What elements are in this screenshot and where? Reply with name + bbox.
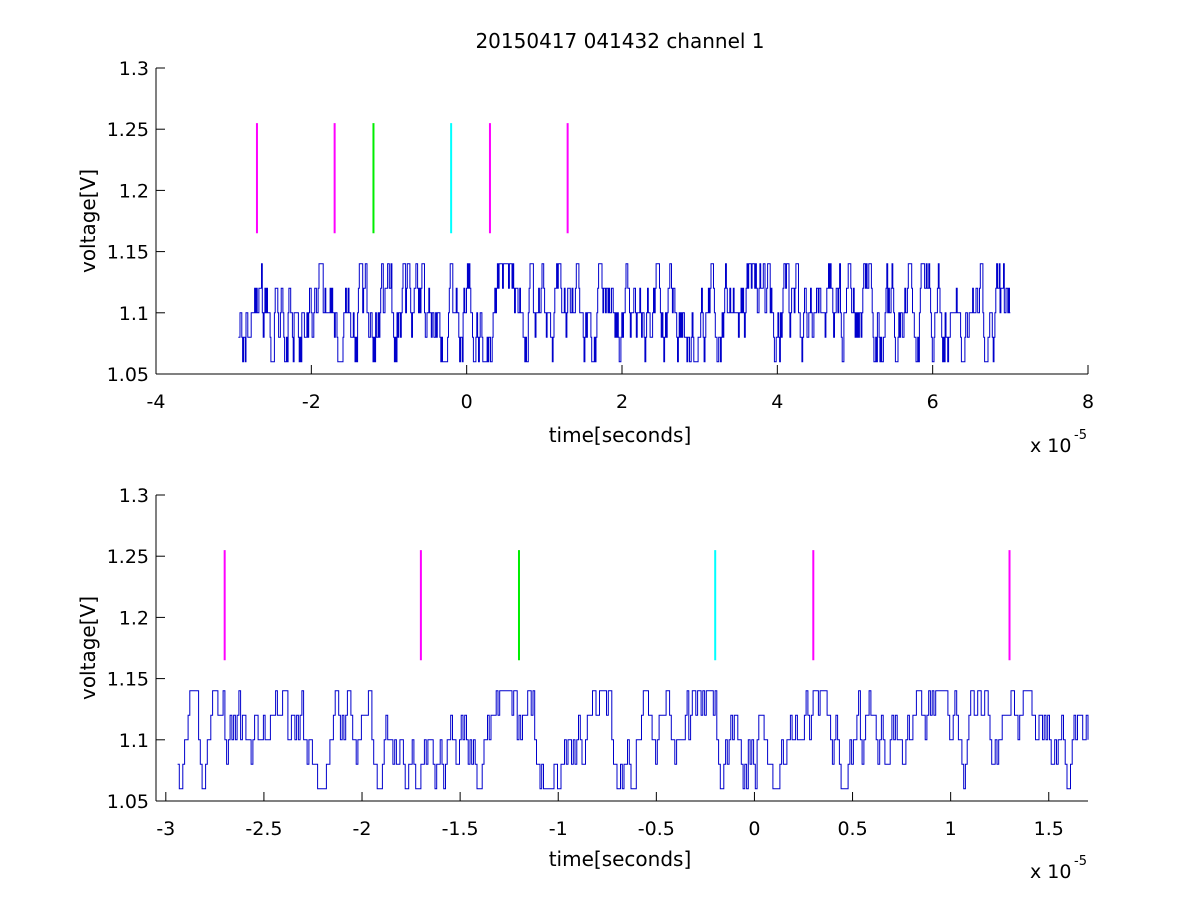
axes: -3 -2.5 -2 -1.5 -1 -0.5 0 0.5 1 1.5 1.05 1.1 1.15 1.2… (107, 485, 1088, 840)
x-tick-label: -2 (302, 391, 321, 413)
event-markers (255, 123, 569, 234)
x-tick-label: 1 (945, 818, 957, 840)
x-axis-label: time[seconds] (549, 423, 692, 447)
signal-line (177, 690, 1089, 790)
x-tick-label: -1.5 (442, 818, 479, 840)
y-axis-label: voltage[V] (76, 169, 100, 273)
bottom-subplot: -3 -2.5 -2 -1.5 -1 -0.5 0 0.5 1 1.5 1.05 1.1 1.15 1.2… (76, 485, 1089, 883)
x-tick-label: 0.5 (837, 818, 867, 840)
x-axis-label: time[seconds] (549, 847, 692, 871)
y-tick-label: 1.25 (107, 119, 149, 141)
x-tick-label: -2 (353, 818, 372, 840)
y-tick-label: 1.3 (119, 58, 149, 80)
y-tick-label: 1.1 (119, 730, 149, 752)
event-markers (223, 550, 1011, 661)
y-tick-label: 1.2 (119, 607, 149, 629)
x-multiplier-exponent: -5 (1074, 854, 1087, 869)
y-tick-label: 1.05 (107, 364, 149, 386)
y-axis-label: voltage[V] (76, 596, 100, 700)
x-tick-label: 0 (748, 818, 760, 840)
top-subplot: -4 -2 0 2 4 6 8 1.05 1.1 1.15 1.2 1.25 1.3 time[seco… (76, 58, 1094, 457)
signal-line (238, 263, 1011, 363)
signal-trace (238, 263, 1011, 363)
x-tick-label: 8 (1082, 391, 1094, 413)
x-multiplier-exponent: -5 (1074, 428, 1087, 443)
x-tick-label: 1.5 (1034, 818, 1064, 840)
figure-title: 20150417 041432 channel 1 (475, 29, 764, 53)
x-tick-label: 6 (927, 391, 939, 413)
x-tick-label: 0 (461, 391, 473, 413)
y-tick-label: 1.05 (107, 791, 149, 813)
y-tick-label: 1.2 (119, 180, 149, 202)
x-tick-label: 2 (616, 391, 628, 413)
x-tick-label: -4 (147, 391, 166, 413)
x-multiplier-label: x 10 (1030, 861, 1071, 883)
signal-trace (177, 690, 1089, 790)
x-multiplier-label: x 10 (1030, 435, 1071, 457)
x-tick-label: -0.5 (638, 818, 675, 840)
x-tick-label: -2.5 (245, 818, 282, 840)
x-tick-label: 4 (771, 391, 783, 413)
y-tick-label: 1.25 (107, 546, 149, 568)
x-tick-label: -1 (549, 818, 568, 840)
x-tick-label: -3 (156, 818, 175, 840)
y-tick-label: 1.15 (107, 669, 149, 691)
y-tick-label: 1.15 (107, 242, 149, 264)
axes: -4 -2 0 2 4 6 8 1.05 1.1 1.15 1.2 1.25 1.3 (107, 58, 1094, 413)
y-tick-label: 1.3 (119, 485, 149, 507)
y-tick-label: 1.1 (119, 303, 149, 325)
